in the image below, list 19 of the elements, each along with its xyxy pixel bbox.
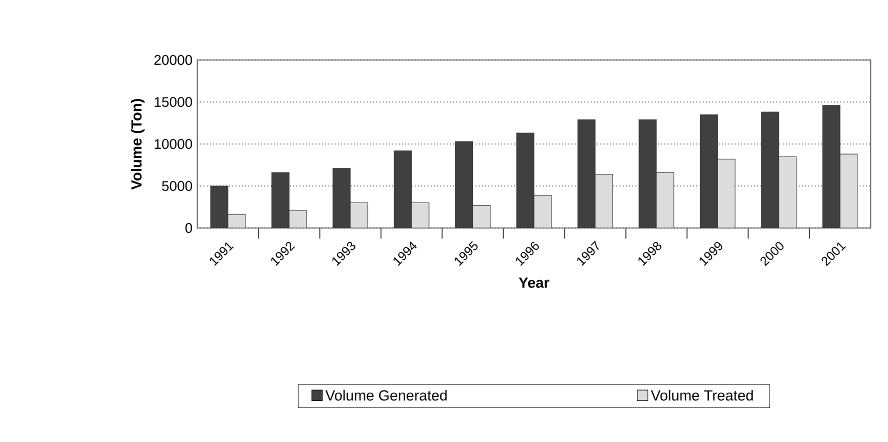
bar xyxy=(288,210,307,228)
bar xyxy=(534,194,552,228)
legend-label: Volume Generated xyxy=(325,390,447,401)
x-axis-title: Year xyxy=(518,278,550,288)
y-axis-title: Volume (Ton) xyxy=(130,98,145,190)
bar xyxy=(717,158,736,228)
bar xyxy=(656,172,674,228)
legend-label: Volume Treated xyxy=(650,390,753,401)
bar xyxy=(472,205,491,228)
y-tick-label: 15000 xyxy=(154,97,192,107)
y-tick-label: 10000 xyxy=(154,139,192,149)
y-tick-label: 0 xyxy=(185,223,192,233)
bar xyxy=(840,154,858,228)
y-tick-label: 20000 xyxy=(154,55,192,65)
y-tick-label: 5000 xyxy=(162,181,192,191)
bar xyxy=(350,202,368,228)
bar xyxy=(778,156,797,228)
bar xyxy=(594,174,613,228)
bar xyxy=(411,202,430,228)
